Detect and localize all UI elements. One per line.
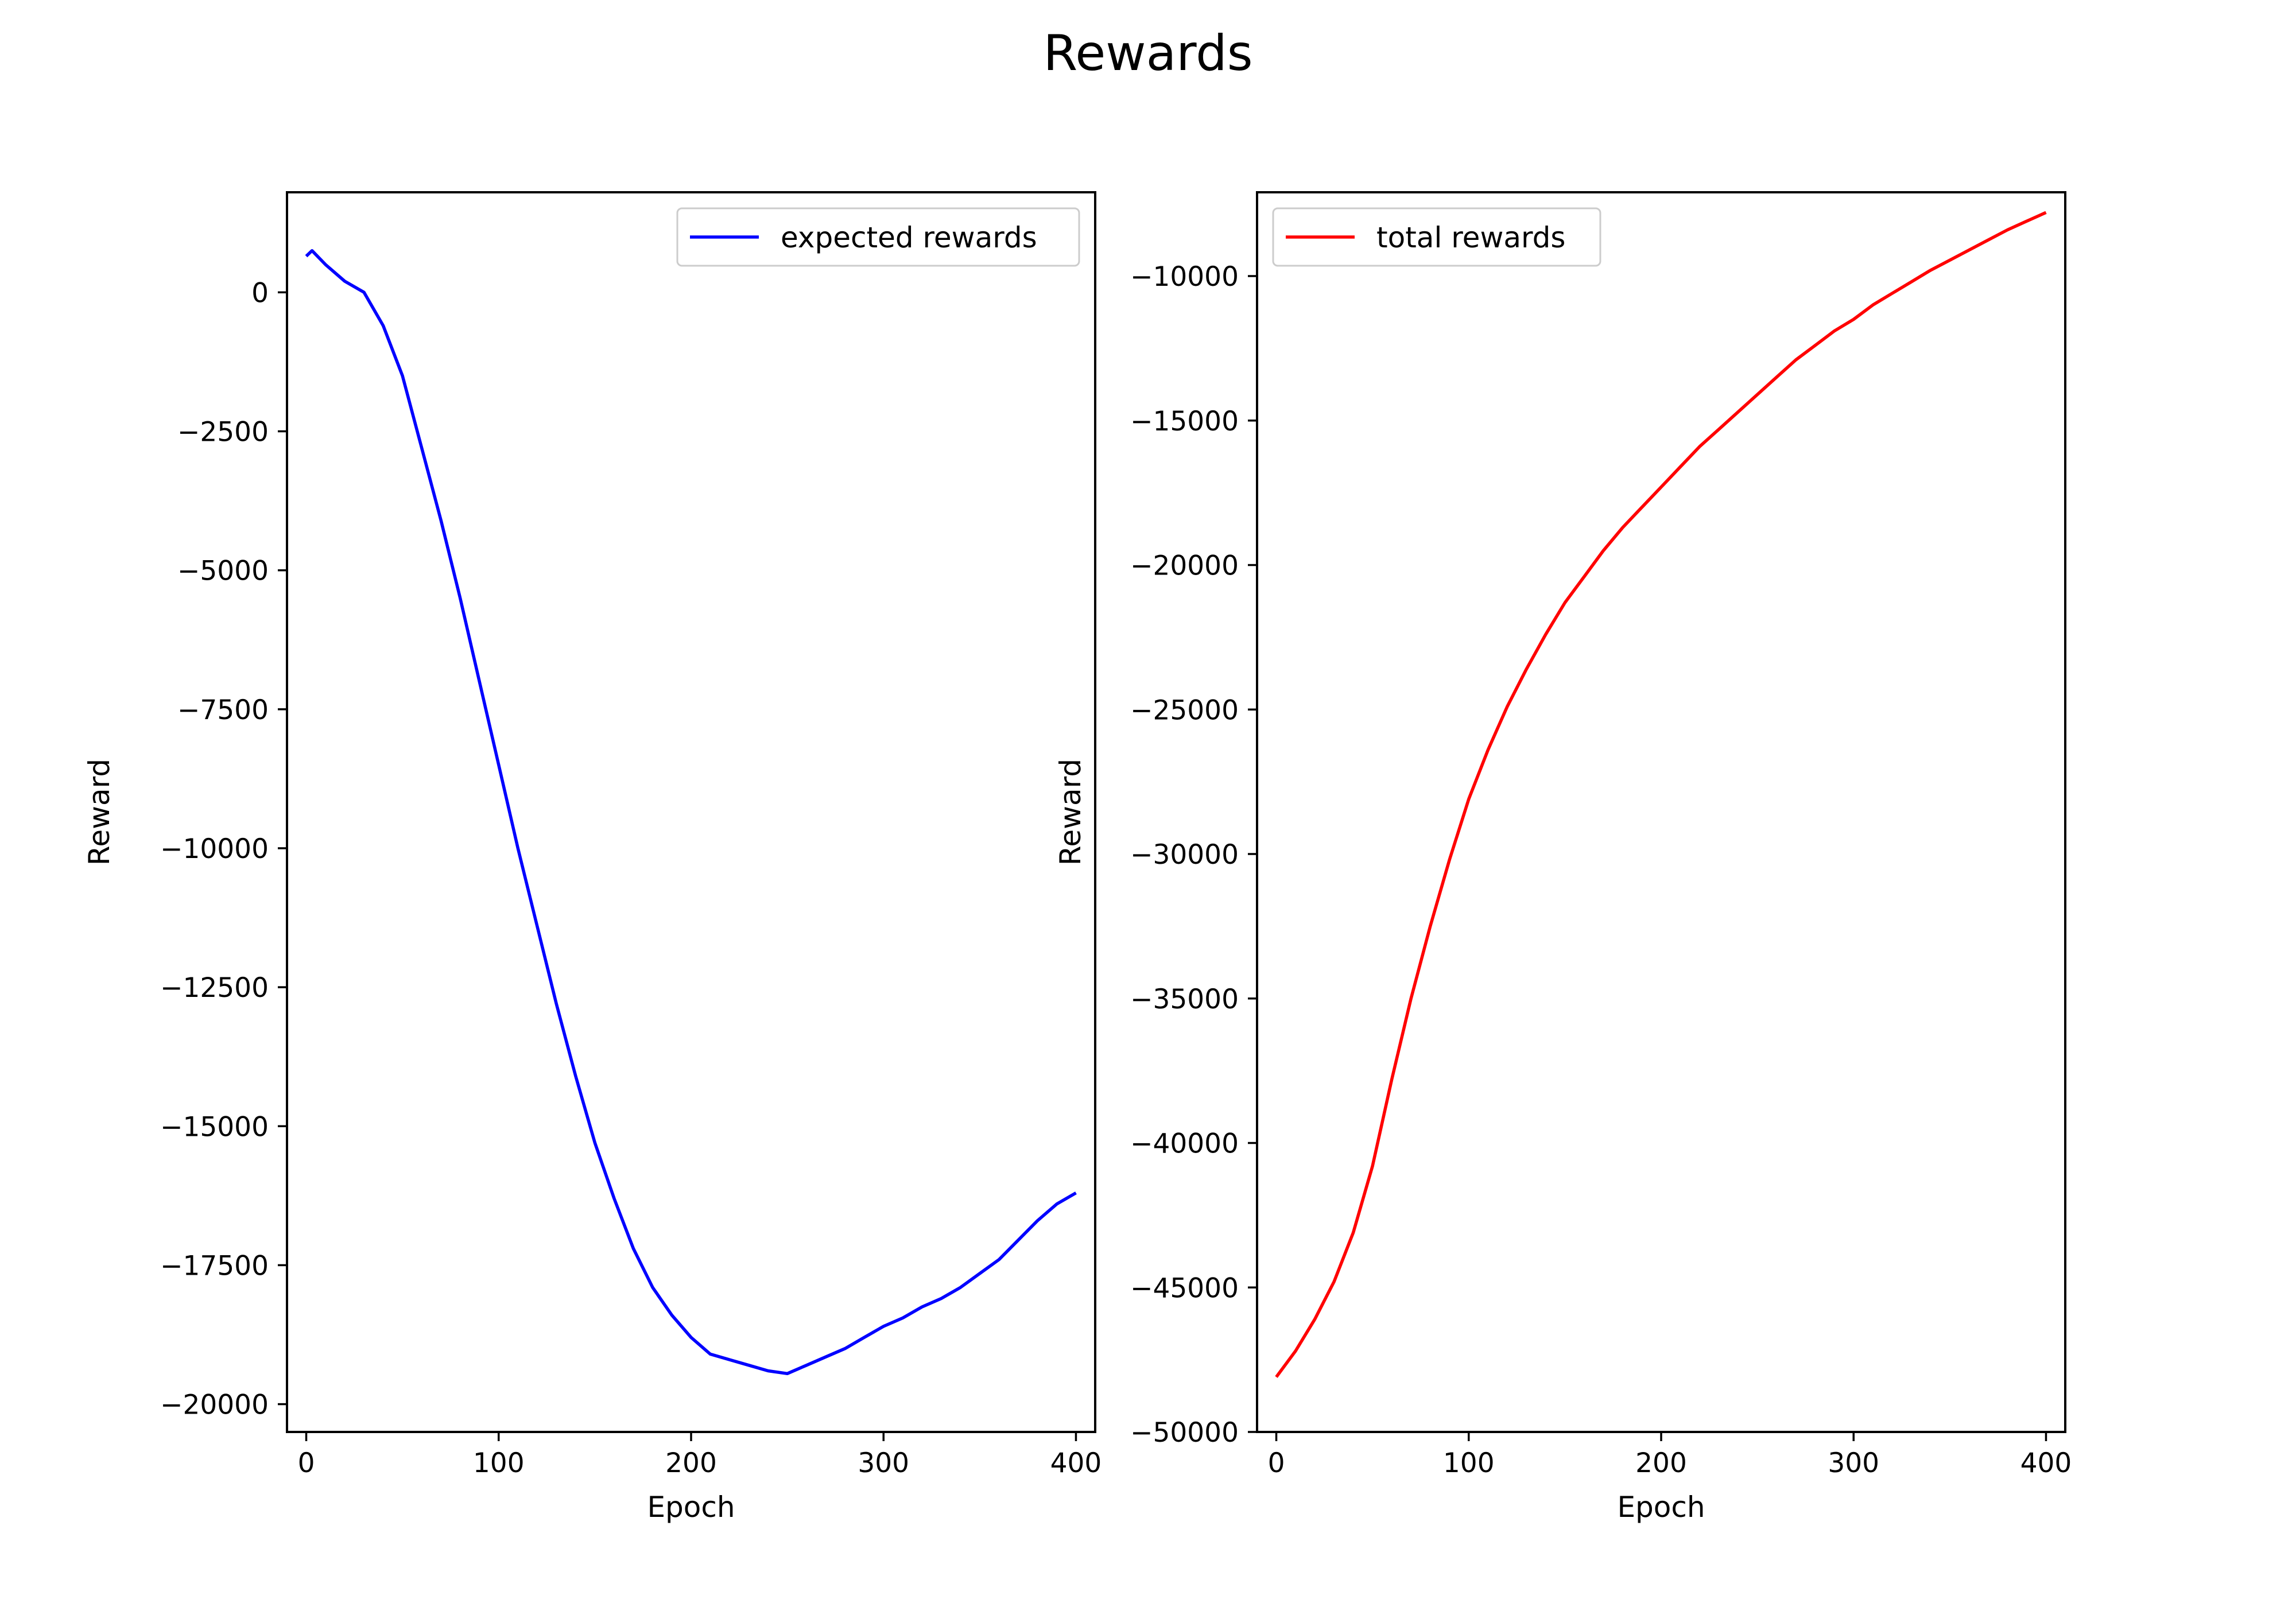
- legend-box: [676, 207, 1080, 267]
- y-tick-label-50000: −50000: [1130, 1417, 1239, 1449]
- legend: total rewards: [1272, 207, 1601, 267]
- x-tick-label-300: 300: [858, 1447, 909, 1479]
- y-tick-label-35000: −35000: [1130, 984, 1239, 1015]
- expected-rewards-panel: 0 100 200 300 400 0 −2500 −5000 −7500 −10000 −1250…: [83, 191, 1102, 1524]
- y-tick-label-2500: −2500: [177, 417, 269, 448]
- x-tick-label-100: 100: [473, 1447, 525, 1479]
- y-tick-label-20000: −20000: [160, 1389, 269, 1421]
- x-axis-label: Epoch: [1617, 1490, 1705, 1524]
- y-tick-label-10000: −10000: [160, 833, 269, 865]
- y-tick-label-30000: −30000: [1130, 839, 1239, 871]
- x-tick-label-400: 400: [2020, 1447, 2072, 1479]
- y-axis-label: Reward: [83, 759, 116, 865]
- legend: expected rewards: [676, 207, 1080, 267]
- x-tick-label-200: 200: [665, 1447, 717, 1479]
- x-tick-label-300: 300: [1828, 1447, 1879, 1479]
- x-tick-label-100: 100: [1443, 1447, 1495, 1479]
- legend-label: expected rewards: [781, 221, 1037, 254]
- y-tick-label-17500: −17500: [160, 1250, 269, 1282]
- legend-label: total rewards: [1376, 221, 1565, 254]
- y-tick-label-10000: −10000: [1130, 261, 1239, 293]
- x-tick-label-200: 200: [1635, 1447, 1687, 1479]
- y-axis-label: Reward: [1054, 759, 1087, 865]
- y-tick-label-12500: −12500: [160, 972, 269, 1004]
- x-tick-label-400: 400: [1050, 1447, 1102, 1479]
- legend-box: [1272, 207, 1601, 267]
- x-tick-label-0: 0: [298, 1447, 315, 1479]
- y-tick-label-15000: −15000: [160, 1111, 269, 1143]
- y-tick-label-15000: −15000: [1130, 406, 1239, 437]
- y-tick-label-40000: −40000: [1130, 1128, 1239, 1160]
- y-tick-label-25000: −25000: [1130, 694, 1239, 726]
- y-tick-label-20000: −20000: [1130, 550, 1239, 582]
- figure-title: Rewards: [1043, 25, 1252, 82]
- x-tick-label-0: 0: [1268, 1447, 1285, 1479]
- y-tick-label-5000: −5000: [177, 556, 269, 587]
- y-tick-label-7500: −7500: [177, 694, 269, 726]
- total-rewards-panel: 0 100 200 300 400 −10000 −15000 −20000 −25000 −30…: [1054, 191, 2072, 1524]
- y-tick-label-45000: −45000: [1130, 1272, 1239, 1304]
- expected-rewards-line: [305, 249, 1077, 1376]
- total-rewards-line: [1275, 211, 2047, 1378]
- x-axis-label: Epoch: [647, 1490, 735, 1524]
- y-tick-label-0: 0: [251, 277, 269, 309]
